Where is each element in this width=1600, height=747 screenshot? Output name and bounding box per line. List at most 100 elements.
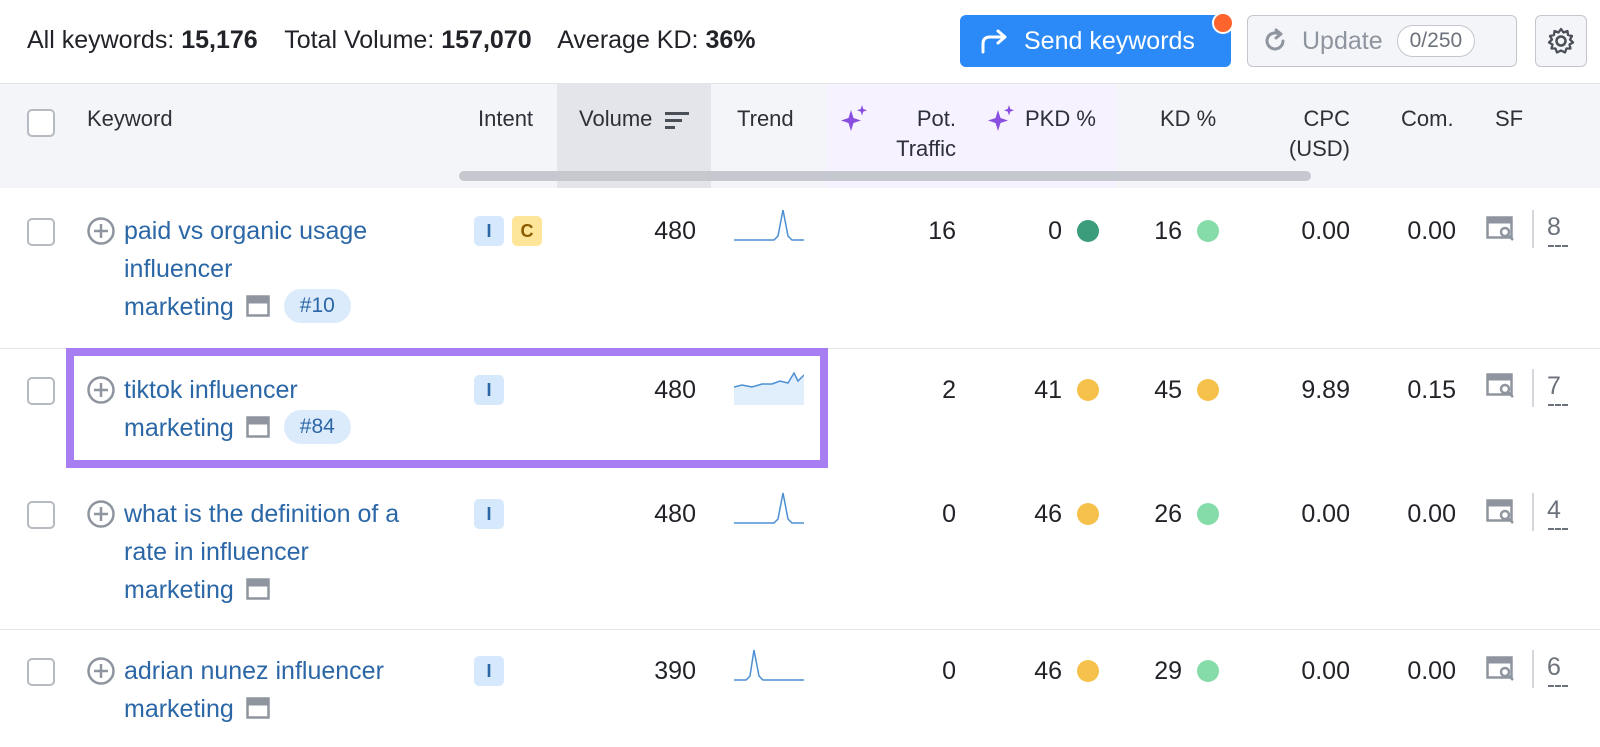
- ai-sparkle-icon: [988, 105, 1014, 131]
- volume-value: 480: [654, 500, 696, 528]
- all-keywords-stat: All keywords: 15,176: [27, 26, 258, 54]
- add-plus-icon[interactable]: [86, 375, 116, 405]
- total-volume-stat: Total Volume: 157,070: [284, 26, 532, 54]
- pkd-value: 46: [1034, 657, 1062, 685]
- trend-sparkline: [734, 492, 804, 524]
- volume-value: 480: [654, 217, 696, 245]
- serp-snapshot-icon[interactable]: [246, 578, 270, 600]
- serp-features-icon[interactable]: [1486, 373, 1516, 399]
- serp-snapshot-icon[interactable]: [246, 697, 270, 719]
- row-checkbox[interactable]: [27, 218, 55, 246]
- cpc-value: 9.89: [1301, 376, 1350, 404]
- trend-sparkline: [734, 371, 804, 405]
- update-quota-badge: 0/250: [1396, 25, 1476, 57]
- rank-badge: #84: [283, 410, 351, 445]
- intent-badge-informational: I: [474, 216, 504, 246]
- update-label: Update: [1302, 26, 1383, 55]
- com-value: 0.00: [1407, 657, 1456, 685]
- table-row: tiktok influencer marketing #84 I 480 2 4…: [0, 349, 1600, 472]
- keyword-link[interactable]: adrian nunez influencer marketing: [124, 657, 384, 723]
- row-checkbox[interactable]: [27, 377, 55, 405]
- intent-badge-commercial: C: [512, 216, 542, 246]
- add-plus-icon[interactable]: [86, 499, 116, 529]
- kd-value: 45: [1154, 376, 1182, 404]
- serp-features-icon[interactable]: [1486, 656, 1516, 682]
- sf-dash: [1548, 245, 1568, 250]
- update-button[interactable]: Update 0/250: [1247, 15, 1517, 67]
- col-intent[interactable]: Intent: [478, 106, 534, 131]
- refresh-icon: [1265, 28, 1285, 51]
- keyword-link[interactable]: tiktok influencer marketing #84: [124, 371, 454, 447]
- keyword-link[interactable]: what is the definition of a rate in infl…: [124, 500, 400, 604]
- sf-dash: [1548, 528, 1568, 533]
- pkd-difficulty-dot: [1077, 660, 1099, 682]
- table-row: what is the definition of a rate in infl…: [0, 471, 1600, 630]
- serp-snapshot-icon[interactable]: [246, 295, 270, 317]
- pkd-value: 46: [1034, 500, 1062, 528]
- pkd-difficulty-dot: [1077, 220, 1099, 242]
- intent-badge-informational: I: [474, 656, 504, 686]
- average-kd-stat: Average KD: 36%: [557, 26, 756, 54]
- row-checkbox[interactable]: [27, 658, 55, 686]
- kd-value: 16: [1154, 217, 1182, 245]
- sf-separator: [1532, 210, 1534, 248]
- col-pot-traffic[interactable]: Pot. Traffic: [896, 106, 956, 161]
- serp-features-icon[interactable]: [1486, 216, 1516, 242]
- sf-count[interactable]: 7: [1547, 372, 1561, 400]
- volume-value: 390: [654, 657, 696, 685]
- keyword-link[interactable]: paid vs organic usage influencer marketi…: [124, 212, 454, 326]
- kd-value: 29: [1154, 657, 1182, 685]
- settings-button[interactable]: [1535, 15, 1587, 67]
- col-pkd[interactable]: PKD %: [1025, 106, 1096, 131]
- pot-traffic-value: 2: [942, 376, 956, 404]
- add-plus-icon[interactable]: [86, 216, 116, 246]
- cpc-value: 0.00: [1301, 500, 1350, 528]
- rank-badge: #10: [283, 289, 351, 324]
- col-com[interactable]: Com.: [1401, 106, 1454, 131]
- share-arrow-icon: [981, 29, 1007, 54]
- sf-dash: [1548, 685, 1568, 690]
- com-value: 0.15: [1407, 376, 1456, 404]
- col-volume-label: Volume: [579, 106, 653, 131]
- serp-snapshot-icon[interactable]: [246, 416, 270, 438]
- col-cpc[interactable]: CPC (USD): [1288, 106, 1350, 161]
- serp-features-icon[interactable]: [1486, 499, 1516, 525]
- row-checkbox[interactable]: [27, 501, 55, 529]
- notification-dot: [1212, 12, 1234, 34]
- trend-sparkline: [734, 649, 804, 681]
- intent-badge-informational: I: [474, 499, 504, 529]
- kd-difficulty-dot: [1197, 220, 1219, 242]
- ai-sparkle-icon: [841, 105, 867, 131]
- ai-columns-bg: [826, 84, 1116, 188]
- sf-count[interactable]: 8: [1547, 213, 1561, 241]
- pkd-value: 0: [1048, 217, 1062, 245]
- sf-count[interactable]: 4: [1547, 496, 1561, 524]
- sf-separator: [1532, 493, 1534, 531]
- col-volume[interactable]: Volume: [579, 104, 689, 134]
- intent-badge-informational: I: [474, 375, 504, 405]
- send-keywords-button[interactable]: Send keywords: [960, 15, 1231, 67]
- summary-bar: All keywords: 15,176 Total Volume: 157,0…: [0, 0, 1600, 82]
- add-plus-icon[interactable]: [86, 656, 116, 686]
- summary-stats: All keywords: 15,176 Total Volume: 157,0…: [27, 26, 775, 55]
- pkd-difficulty-dot: [1077, 503, 1099, 525]
- pkd-value: 41: [1034, 376, 1062, 404]
- select-all-checkbox[interactable]: [27, 109, 55, 137]
- pot-traffic-value: 16: [928, 217, 956, 245]
- trend-sparkline: [734, 209, 804, 241]
- volume-value: 480: [654, 376, 696, 404]
- kd-value: 26: [1154, 500, 1182, 528]
- col-trend[interactable]: Trend: [737, 106, 794, 131]
- sort-icon: [664, 112, 689, 130]
- sf-separator: [1532, 369, 1534, 407]
- gear-icon: [1547, 27, 1575, 54]
- col-kd[interactable]: KD %: [1160, 106, 1217, 131]
- cpc-value: 0.00: [1301, 217, 1350, 245]
- col-sf[interactable]: SF: [1495, 106, 1524, 131]
- sf-separator: [1532, 650, 1534, 688]
- sf-count[interactable]: 6: [1547, 653, 1561, 681]
- col-keyword[interactable]: Keyword: [87, 106, 173, 131]
- table-header: Keyword Intent Volume Trend Pot. Traffic…: [0, 83, 1600, 189]
- horizontal-scrollbar[interactable]: [459, 171, 1311, 181]
- pkd-difficulty-dot: [1077, 379, 1099, 401]
